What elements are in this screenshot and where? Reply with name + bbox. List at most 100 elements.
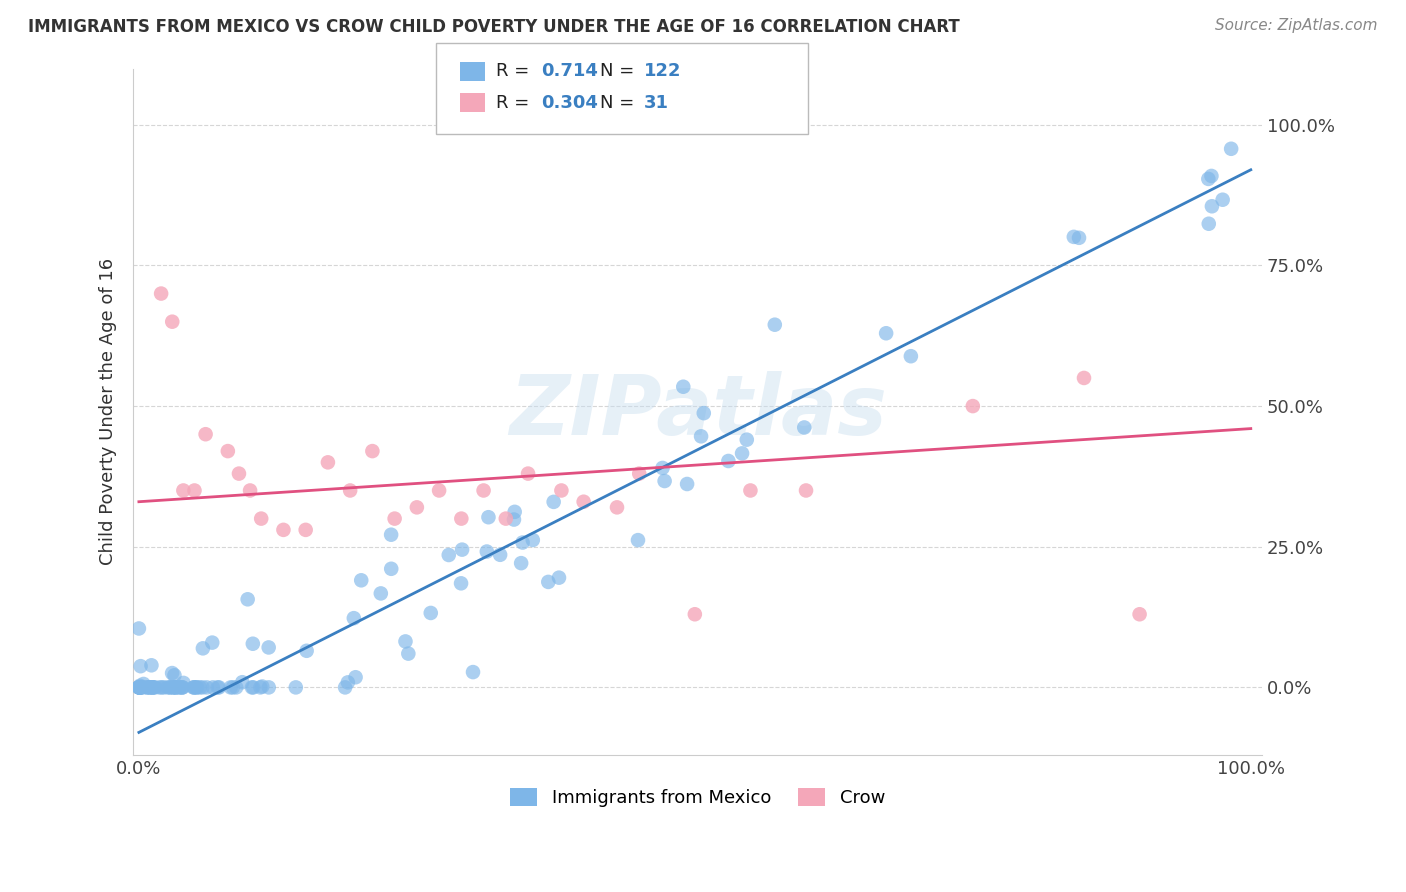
Point bbox=[135, 681, 157, 695]
Point bbox=[188, 681, 211, 695]
Point bbox=[162, 681, 184, 695]
Point bbox=[169, 681, 191, 695]
Point bbox=[252, 680, 274, 694]
Point bbox=[191, 641, 214, 656]
Point bbox=[242, 681, 264, 695]
Point bbox=[461, 665, 484, 679]
Point bbox=[370, 586, 392, 600]
Point bbox=[477, 510, 499, 524]
Point bbox=[495, 511, 517, 525]
Point bbox=[672, 380, 695, 394]
Point bbox=[350, 574, 373, 588]
Point bbox=[543, 495, 565, 509]
Point bbox=[1067, 231, 1090, 245]
Point bbox=[139, 681, 162, 695]
Point bbox=[475, 544, 498, 558]
Point bbox=[128, 681, 150, 695]
Point bbox=[503, 512, 526, 526]
Point bbox=[628, 467, 651, 481]
Point bbox=[295, 644, 318, 658]
Point bbox=[451, 542, 474, 557]
Text: R =: R = bbox=[496, 94, 536, 112]
Point bbox=[172, 681, 194, 695]
Point bbox=[690, 429, 713, 443]
Point bbox=[450, 511, 472, 525]
Point bbox=[225, 681, 247, 695]
Legend: Immigrants from Mexico, Crow: Immigrants from Mexico, Crow bbox=[503, 780, 893, 814]
Text: 0.714: 0.714 bbox=[541, 62, 598, 80]
Point bbox=[336, 675, 359, 690]
Point bbox=[207, 681, 229, 695]
Point bbox=[128, 681, 150, 695]
Text: 0.304: 0.304 bbox=[541, 94, 598, 112]
Point bbox=[141, 681, 163, 695]
Point bbox=[1129, 607, 1152, 622]
Point bbox=[156, 681, 179, 695]
Point bbox=[1063, 230, 1085, 244]
Point bbox=[139, 681, 162, 695]
Point bbox=[138, 681, 160, 695]
Point bbox=[735, 433, 758, 447]
Point bbox=[763, 318, 786, 332]
Point bbox=[128, 681, 150, 695]
Point bbox=[128, 681, 150, 695]
Point bbox=[142, 681, 165, 695]
Point bbox=[201, 635, 224, 649]
Point bbox=[236, 592, 259, 607]
Point bbox=[517, 467, 540, 481]
Point bbox=[344, 670, 367, 684]
Point bbox=[231, 675, 253, 690]
Point bbox=[1197, 172, 1219, 186]
Point bbox=[384, 511, 406, 525]
Point bbox=[343, 611, 366, 625]
Point bbox=[152, 681, 174, 695]
Point bbox=[131, 681, 153, 695]
Point bbox=[162, 681, 184, 695]
Point bbox=[450, 576, 472, 591]
Point bbox=[129, 681, 152, 695]
Point bbox=[405, 500, 427, 515]
Point bbox=[361, 444, 384, 458]
Point bbox=[740, 483, 762, 498]
Point bbox=[239, 483, 262, 498]
Point bbox=[222, 681, 245, 695]
Point bbox=[219, 681, 242, 695]
Point bbox=[731, 446, 754, 460]
Point bbox=[550, 483, 572, 498]
Point bbox=[128, 679, 150, 693]
Text: 122: 122 bbox=[644, 62, 682, 80]
Point bbox=[141, 658, 163, 673]
Point bbox=[316, 455, 339, 469]
Point bbox=[962, 399, 984, 413]
Point bbox=[142, 681, 165, 695]
Point bbox=[419, 606, 441, 620]
Text: R =: R = bbox=[496, 62, 536, 80]
Point bbox=[1220, 142, 1243, 156]
Y-axis label: Child Poverty Under the Age of 16: Child Poverty Under the Age of 16 bbox=[100, 258, 117, 566]
Point bbox=[693, 406, 716, 420]
Point bbox=[136, 681, 159, 695]
Point bbox=[172, 681, 194, 695]
Point bbox=[572, 494, 595, 508]
Point bbox=[794, 483, 817, 498]
Point bbox=[173, 676, 195, 690]
Point bbox=[128, 681, 150, 695]
Point bbox=[194, 427, 217, 442]
Point bbox=[472, 483, 495, 498]
Point bbox=[170, 681, 193, 695]
Point bbox=[165, 681, 187, 695]
Point bbox=[249, 681, 271, 695]
Point bbox=[217, 444, 239, 458]
Point bbox=[512, 535, 534, 549]
Point bbox=[160, 666, 183, 681]
Point bbox=[195, 681, 218, 695]
Point bbox=[141, 681, 163, 695]
Point bbox=[284, 681, 307, 695]
Point bbox=[394, 634, 416, 648]
Point bbox=[172, 483, 194, 498]
Point bbox=[257, 681, 280, 695]
Point bbox=[201, 681, 224, 695]
Point bbox=[396, 647, 419, 661]
Point bbox=[128, 681, 150, 695]
Point bbox=[159, 681, 181, 695]
